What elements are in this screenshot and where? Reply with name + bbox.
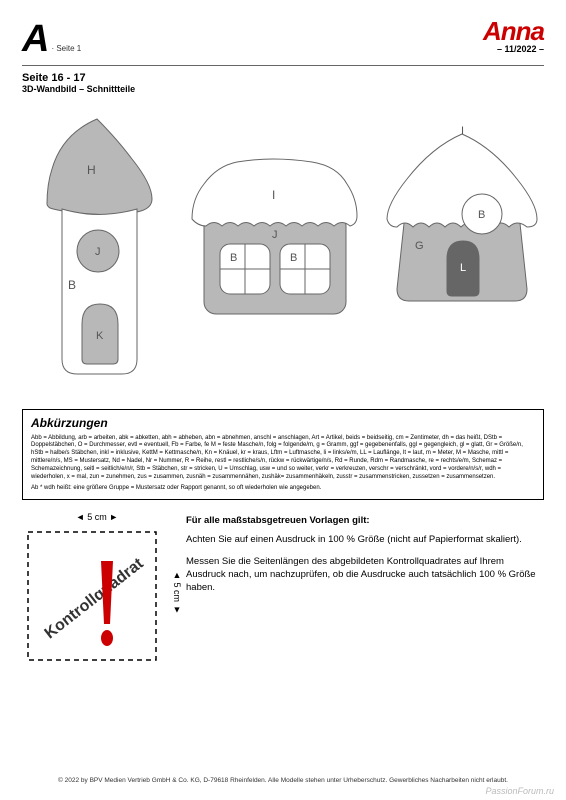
svg-text:I: I xyxy=(272,188,275,202)
copyright: © 2022 by BPV Medien Vertrieb GmbH & Co.… xyxy=(0,777,566,784)
project-title: 3D-Wandbild – Schnittteile xyxy=(22,84,544,94)
subheading: Seite 16 - 17 3D-Wandbild – Schnittteile xyxy=(22,72,544,94)
brand-logo: Anna xyxy=(483,18,544,44)
house-3: I B G L xyxy=(377,119,547,339)
header: A · Seite 1 Anna – 11/2022 – xyxy=(22,18,544,66)
control-instructions: Für alle maßstabsgetreuen Vorlagen gilt:… xyxy=(186,514,544,671)
label-b: B xyxy=(68,278,76,292)
label-j: J xyxy=(95,246,101,258)
svg-text:B: B xyxy=(290,252,297,264)
page-number-sub: · Seite 1 xyxy=(51,44,81,53)
abbr-heading: Abkürzungen xyxy=(31,416,535,432)
abbreviations-box: Abkürzungen Abb = Abbildung, arb = arbei… xyxy=(22,409,544,500)
control-bold: Für alle maßstabsgetreuen Vorlagen gilt: xyxy=(186,514,544,527)
svg-text:B: B xyxy=(230,252,237,264)
window-right xyxy=(280,244,330,294)
pattern-diagrams: H B J K I J B B xyxy=(22,104,544,399)
watermark: PassionForum.ru xyxy=(485,786,554,796)
section-letter: A xyxy=(22,18,47,61)
label-k: K xyxy=(96,330,104,342)
svg-text:L: L xyxy=(460,262,466,274)
abbr-note: Ab * wdh heißt: eine größere Gruppe = Mu… xyxy=(31,485,535,493)
house-2: I J B B xyxy=(182,144,367,334)
control-p1: Achten Sie auf einen Ausdruck in 100 % G… xyxy=(186,533,544,546)
house-1: H B J K xyxy=(22,104,172,394)
svg-text:J: J xyxy=(272,229,278,241)
abbr-text: Abb = Abbildung, arb = arbeiten, abk = a… xyxy=(31,435,535,482)
control-square: ◄ 5 cm ► Kontrollquadrat ▲ 5 cm ▼ xyxy=(22,514,172,671)
svg-text:G: G xyxy=(415,240,424,252)
label-h: H xyxy=(87,163,96,177)
control-p2: Messen Sie die Seitenlängen des abgebild… xyxy=(186,555,544,595)
window-left xyxy=(220,244,270,294)
svg-text:I: I xyxy=(461,125,464,137)
page-range: Seite 16 - 17 xyxy=(22,72,544,84)
control-square-label: Kontrollquadrat xyxy=(42,555,148,643)
svg-text:B: B xyxy=(478,209,485,221)
